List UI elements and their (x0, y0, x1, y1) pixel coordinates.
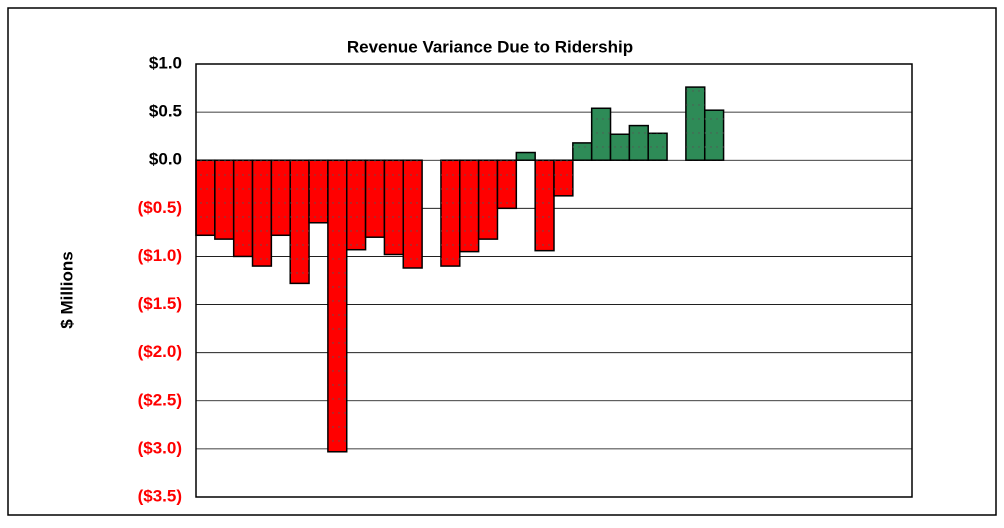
y-tick-label: $1.0 (149, 53, 182, 72)
bar-texture (648, 133, 668, 161)
y-tick-label: ($2.5) (138, 390, 182, 409)
bar-texture (233, 160, 253, 257)
plot-border (195, 63, 913, 498)
bar-texture (535, 160, 554, 251)
bar-texture (214, 160, 234, 240)
y-tick-label: ($0.5) (138, 198, 182, 217)
y-axis-label: $ Millions (57, 251, 76, 328)
y-tick-label: $0.5 (149, 102, 182, 121)
chart-title: Revenue Variance Due to Ridership (347, 37, 633, 56)
y-tick-label: ($3.0) (138, 438, 182, 457)
bar-texture (327, 160, 347, 452)
bar-texture (252, 160, 272, 267)
y-tick-label: $0.0 (149, 150, 182, 169)
bar-texture (610, 134, 630, 161)
bar-texture (459, 160, 479, 252)
bar-texture (309, 160, 328, 223)
bar-texture (497, 160, 517, 209)
bar-texture (403, 160, 423, 268)
y-tick-label: ($2.0) (138, 342, 182, 361)
bar-texture (384, 160, 404, 255)
bar-texture (572, 142, 592, 161)
bar-texture (478, 160, 498, 240)
bar-texture (196, 160, 215, 236)
bar-texture (440, 160, 460, 267)
bar-texture (516, 152, 536, 161)
bar-texture (554, 160, 573, 196)
bar-texture (629, 125, 649, 161)
bar-texture (704, 110, 724, 161)
bar-texture (290, 160, 310, 284)
bar-texture (365, 160, 385, 238)
y-tick-label: ($1.5) (138, 294, 182, 313)
y-tick-label: ($3.5) (138, 486, 182, 505)
bar-texture (685, 87, 705, 161)
bar-texture (271, 160, 291, 236)
y-tick-label: ($1.0) (138, 246, 182, 265)
bar-texture (591, 108, 611, 161)
plot-area (196, 64, 912, 497)
bar-texture (346, 160, 366, 250)
